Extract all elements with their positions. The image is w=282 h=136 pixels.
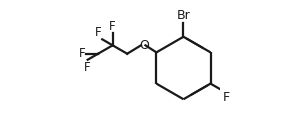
Text: F: F [84, 61, 91, 74]
Text: F: F [95, 26, 102, 39]
Text: O: O [139, 39, 149, 52]
Text: F: F [223, 91, 230, 104]
Text: F: F [109, 19, 116, 33]
Text: F: F [79, 47, 85, 60]
Text: Br: Br [177, 9, 190, 22]
